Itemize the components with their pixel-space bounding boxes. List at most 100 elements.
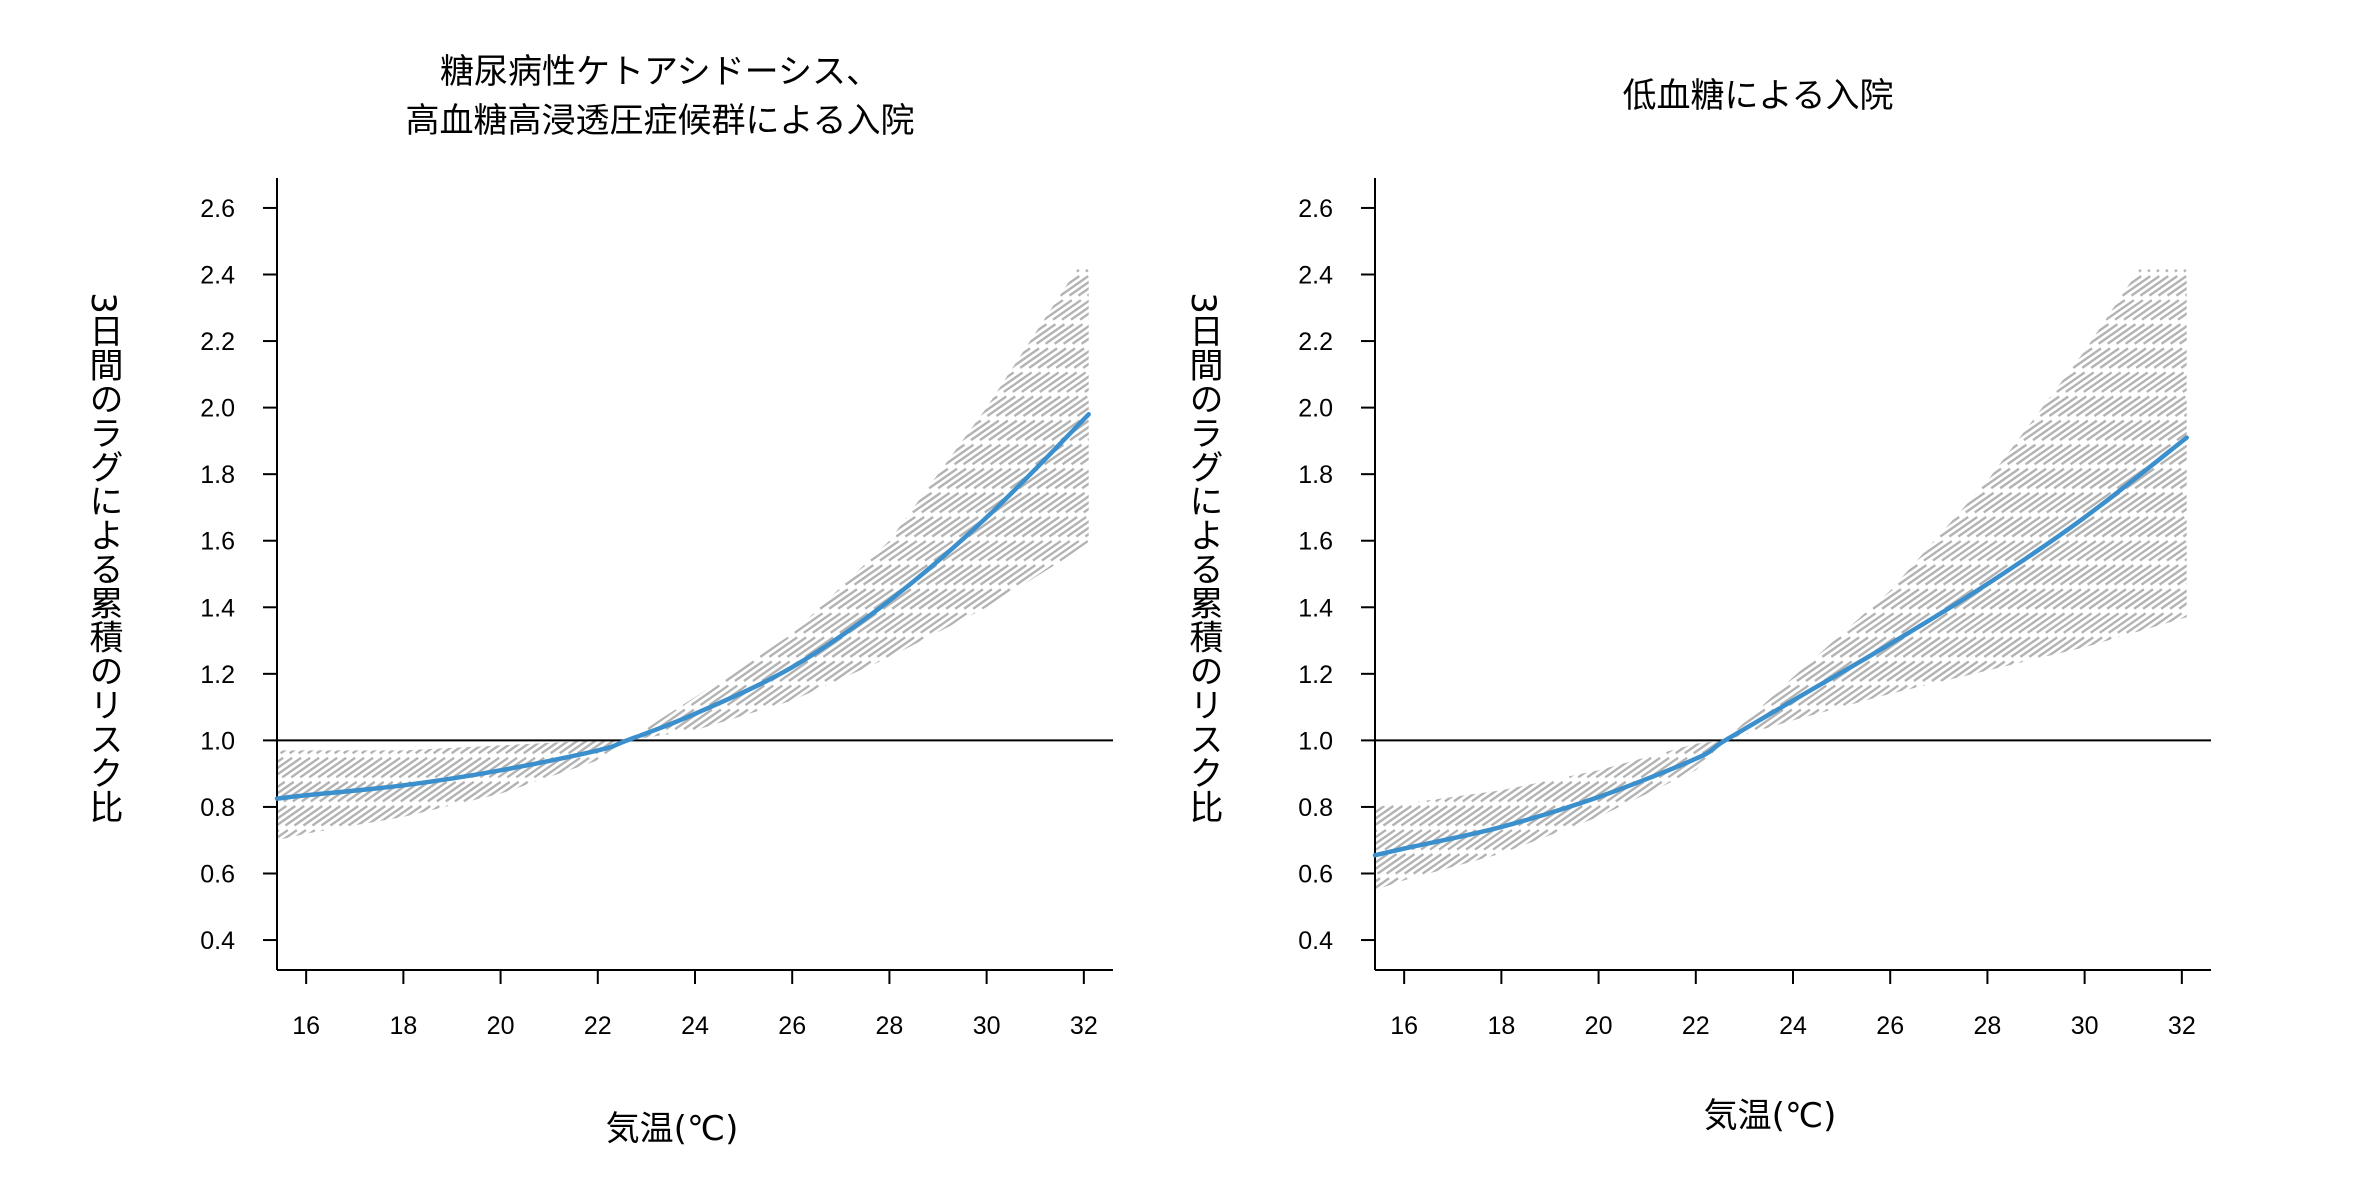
- panel-left-hatch-line: [1005, 269, 1089, 841]
- panel-left-y-tick-label: 1.6: [200, 528, 235, 556]
- panel-left-hatch-line: [277, 269, 963, 841]
- panel-right-y-tick-label: 0.8: [1298, 794, 1333, 822]
- panel-left-hatch-line: [375, 269, 1089, 841]
- panel-left-hatch-line: [277, 269, 1089, 841]
- panel-right-hatch-line: [2275, 270, 2374, 970]
- panel-right-hatch-line: [1536, 269, 2187, 891]
- panel-right-x-tick-label: 18: [1487, 1012, 1515, 1040]
- panel-right-x-tick-label: 22: [1682, 1012, 1710, 1040]
- panel-right-hatch-line: [2067, 269, 2187, 891]
- panel-left-hatch-line: [277, 269, 1089, 841]
- panel-right-hatch-line: [1375, 269, 2187, 891]
- panel-left-hatch-line: [277, 269, 513, 841]
- panel-right-hatch-line: [2248, 270, 2374, 970]
- panel-left-y-tick-label: 1.8: [200, 461, 235, 489]
- panel-right-hatch-line: [1437, 269, 2187, 891]
- panel-right-hatch-line: [2184, 269, 2187, 891]
- panel-left-hatch-line: [277, 269, 846, 841]
- panel-right-hatch-line: [1375, 269, 2187, 891]
- panel-right-hatch-line: [2013, 269, 2187, 891]
- panel-left-hatch-line: [447, 269, 1089, 841]
- panel-right-hatch-line: [1581, 269, 2187, 891]
- panel-left-hatch-line: [277, 269, 873, 841]
- panel-right-hatch-line: [2148, 269, 2187, 891]
- panel-left-y-tick-label: 1.2: [200, 661, 235, 689]
- panel-left-x-axis-title: 気温(℃): [606, 1109, 739, 1149]
- panel-left-y-tick-label: 0.4: [200, 927, 235, 955]
- panel-right-y-tick-label: 1.8: [1298, 461, 1333, 489]
- panel-left-hatch-line: [834, 269, 1089, 841]
- panel-left-hatch-line: [277, 269, 1089, 841]
- panel-right-hatch-line: [1419, 269, 2187, 891]
- panel-right-hatch-line: [2157, 269, 2187, 891]
- panel-right-hatch-line: [2166, 269, 2187, 891]
- panel-right-hatch-line: [2257, 270, 2374, 970]
- panel-left-hatch-line: [277, 269, 531, 841]
- panel-left-hatch-line: [645, 269, 1089, 841]
- panel-left-hatch-line: [277, 269, 1089, 841]
- panel-left-ticks: 0.4 0.6 0.8 1.0 1.2 1.4 1.6 1.8 2.0 2.2 2.4 2.6 16 18…: [200, 195, 1098, 1040]
- panel-right-hatch-line: [1375, 269, 1611, 891]
- panel-right-y-tick-label: 1.6: [1298, 528, 1333, 556]
- panel-right-hatch-line: [2284, 270, 2374, 970]
- panel-right-y-tick-label: 1.2: [1298, 661, 1333, 689]
- panel-right-hatch-line: [1599, 269, 2187, 891]
- panel-right-y-axis-title: 3日間のラグによる累積のリスク比: [1183, 292, 1223, 824]
- panel-left-hatch-line: [348, 269, 1089, 841]
- panel-left-hatch-line: [277, 269, 1089, 841]
- panel-right-hatch-line: [1941, 269, 2187, 891]
- panel-left-hatch-line: [277, 269, 1089, 841]
- panel-right-hatch-line: [2212, 270, 2374, 970]
- panel-right-hatch-line: [1725, 269, 2187, 891]
- panel-right-hatch-line: [1375, 269, 1845, 891]
- panel-left-hatch-line: [393, 269, 1089, 841]
- panel-right-x-tick-label: 16: [1390, 1012, 1418, 1040]
- panel-left-hatch-line: [294, 269, 1089, 841]
- panel-right-hatch-line: [2121, 269, 2187, 891]
- panel-left-hatch-line: [277, 269, 909, 841]
- panel-left-hatch-line: [357, 269, 1089, 841]
- panel-right-hatch-line: [1375, 269, 1854, 891]
- panel-left-hatch-line: [277, 269, 855, 841]
- panel-right-hatch-line: [2004, 269, 2187, 891]
- panel-left-x-tick-label: 30: [973, 1012, 1001, 1040]
- panel-left-hatch-line: [277, 269, 1089, 841]
- panel-right-hatch-line: [1995, 269, 2187, 891]
- panel-left-y-tick-label: 1.4: [200, 594, 235, 622]
- panel-left-y-tick-label: 2.2: [200, 328, 235, 356]
- panel-right-hatch-line: [1375, 269, 2187, 891]
- panel-right-hatch-line: [2239, 270, 2374, 970]
- panel-left-hatch-line: [277, 269, 936, 841]
- panel-right-hatch-line: [1375, 269, 1656, 891]
- panel-right-hatch-line: [1375, 269, 2187, 891]
- panel-right-hatch-line: [1500, 269, 2187, 891]
- panel-left-hatch-line: [483, 269, 1089, 841]
- panel-left-hatch-line: [627, 269, 1089, 841]
- panel-right-hatch-line: [1375, 269, 2007, 891]
- panel-right-hatch-line: [1455, 269, 2187, 891]
- panel-left-hatch-line: [277, 269, 1089, 841]
- panel-right-x-tick-label: 26: [1876, 1012, 1904, 1040]
- panel-right-hatch-line: [2130, 269, 2187, 891]
- panel-right-hatch-line: [2076, 269, 2187, 891]
- panel-right-y-tick-label: 0.4: [1298, 927, 1333, 955]
- panel-right-hatch-line: [1375, 269, 1971, 891]
- panel-left-hatch-line: [285, 269, 1089, 841]
- panel-right-hatch-line: [1446, 269, 2187, 891]
- panel-left-y-tick-label: 2.4: [200, 262, 235, 290]
- panel-left-hatch-line: [277, 269, 1089, 841]
- panel-right-hatch-line: [1392, 269, 2187, 891]
- panel-right-hatch-line: [1653, 269, 2187, 891]
- panel-right-hatch-line: [1626, 269, 2187, 891]
- panel-right-x-tick-label: 32: [2168, 1012, 2196, 1040]
- panel-right-x-tick-label: 30: [2071, 1012, 2099, 1040]
- panel-left-x-tick-label: 22: [584, 1012, 612, 1040]
- panel-right-hatch-line: [1375, 269, 1638, 891]
- panel-right-y-tick-label: 1.4: [1298, 594, 1333, 622]
- panel-left-hatch-line: [969, 269, 1089, 841]
- panel-left-hatch-line: [277, 269, 387, 841]
- panel-right-hatch-line: [2293, 270, 2374, 970]
- panel-left-hatch-line: [303, 269, 1089, 841]
